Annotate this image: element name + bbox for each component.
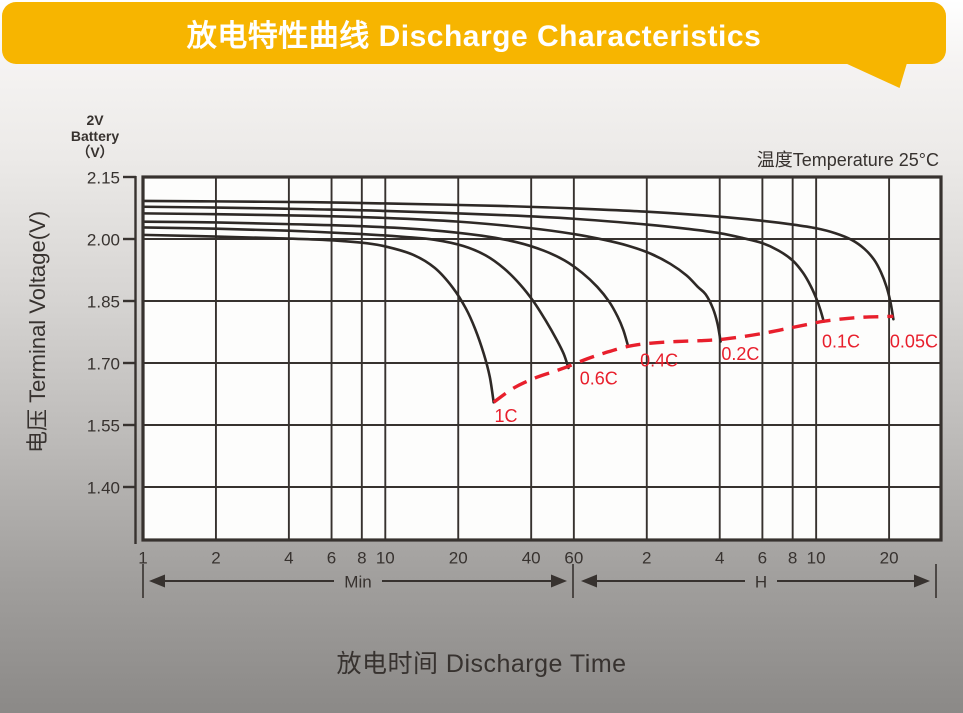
curve-rate-label: 0.05C xyxy=(890,332,938,352)
x-tick-label: 1 xyxy=(138,549,147,568)
y-tick-label: 2.15 xyxy=(87,169,120,188)
x-tick-label: 8 xyxy=(357,549,366,568)
x-axis-title: 放电时间 Discharge Time xyxy=(336,650,627,678)
curve-1C xyxy=(141,233,495,404)
x-tick-label: 8 xyxy=(788,549,797,568)
x-tick-label: 6 xyxy=(327,549,336,568)
curve-0.05C xyxy=(141,199,895,321)
minutes-range-label: Min xyxy=(344,573,371,592)
x-tick-label: 60 xyxy=(564,549,583,568)
x-tick-label: 20 xyxy=(449,549,468,568)
curve-rate-label: 0.1C xyxy=(822,332,860,352)
x-tick-label: 2 xyxy=(211,549,220,568)
y-tick-label: 1.55 xyxy=(87,416,120,435)
plot-frame xyxy=(141,175,943,542)
hours-range-label: H xyxy=(755,573,767,592)
y-tick-label: 2.00 xyxy=(87,230,120,249)
curve-0.1C xyxy=(141,205,826,323)
x-tick-label: 4 xyxy=(284,549,293,568)
battery-type-label: 2V Battery （V） xyxy=(58,112,132,160)
x-tick-label: 6 xyxy=(758,549,767,568)
curve-0.4C xyxy=(141,220,629,346)
curve-rate-label: 0.2C xyxy=(721,344,759,364)
plot-area xyxy=(143,177,941,540)
minutes-range-left-arrowhead-icon xyxy=(149,574,165,588)
y-tick-label: 1.70 xyxy=(87,354,120,373)
battery-type-line: 2V xyxy=(86,112,104,128)
x-tick-label: 4 xyxy=(715,549,724,568)
hours-range-left-arrowhead-icon xyxy=(581,574,597,588)
discharge-end-dashed-line xyxy=(492,314,894,404)
y-tick-label: 1.85 xyxy=(87,292,120,311)
x-tick-label: 10 xyxy=(807,549,826,568)
y-tick-label: 1.40 xyxy=(87,478,120,497)
battery-type-line: （V） xyxy=(76,144,114,160)
temperature-annotation: 温度Temperature 25°C xyxy=(756,150,939,170)
minutes-range-right-arrowhead-icon xyxy=(551,574,567,588)
title-banner: 放电特性曲线 Discharge Characteristics xyxy=(2,2,946,64)
curve-rate-label: 0.6C xyxy=(580,369,618,389)
curve-0.6C xyxy=(141,226,570,370)
curve-0.2C xyxy=(141,212,722,343)
x-tick-label: 2 xyxy=(642,549,651,568)
curve-rate-label: 1C xyxy=(495,406,518,426)
curve-rate-label: 0.4C xyxy=(640,351,678,371)
x-tick-label: 20 xyxy=(880,549,899,568)
hours-range-right-arrowhead-icon xyxy=(914,574,930,588)
battery-type-line: Battery xyxy=(70,128,120,144)
page-title: 放电特性曲线 Discharge Characteristics xyxy=(186,20,762,53)
x-tick-label: 40 xyxy=(522,549,541,568)
x-tick-label: 10 xyxy=(376,549,395,568)
